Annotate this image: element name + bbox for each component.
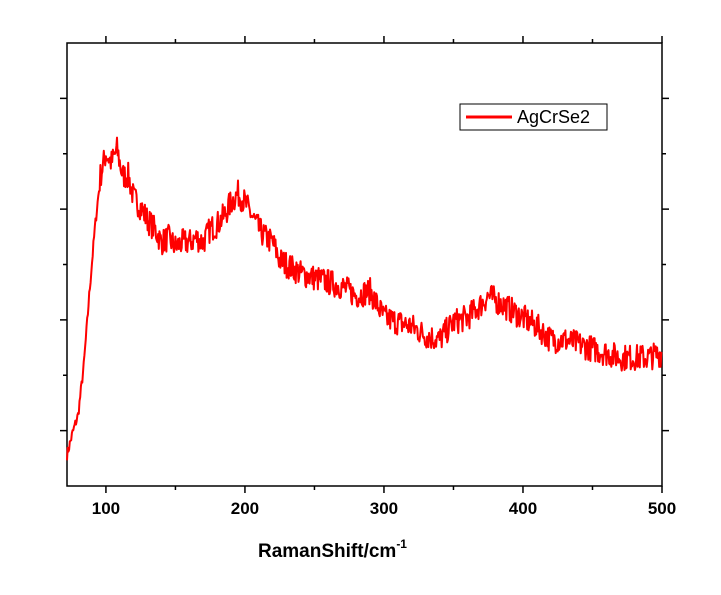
x-axis-title: RamanShift/cm-1: [258, 537, 407, 562]
x-tick-label: 300: [370, 499, 398, 518]
tick-marks: [60, 36, 669, 493]
x-tick-label: 500: [648, 499, 676, 518]
series-line-agcrse2: [66, 136, 663, 461]
x-axis-title-superscript: -1: [396, 537, 407, 551]
legend: AgCrSe2: [459, 103, 608, 131]
x-axis-title-text: RamanShift/cm: [258, 541, 396, 562]
x-tick-labels: 100 200 300 400 500: [92, 499, 676, 518]
x-tick-label: 200: [231, 499, 259, 518]
legend-label-agcrse2: AgCrSe2: [517, 107, 590, 127]
x-tick-label: 100: [92, 499, 120, 518]
x-tick-label: 400: [509, 499, 537, 518]
